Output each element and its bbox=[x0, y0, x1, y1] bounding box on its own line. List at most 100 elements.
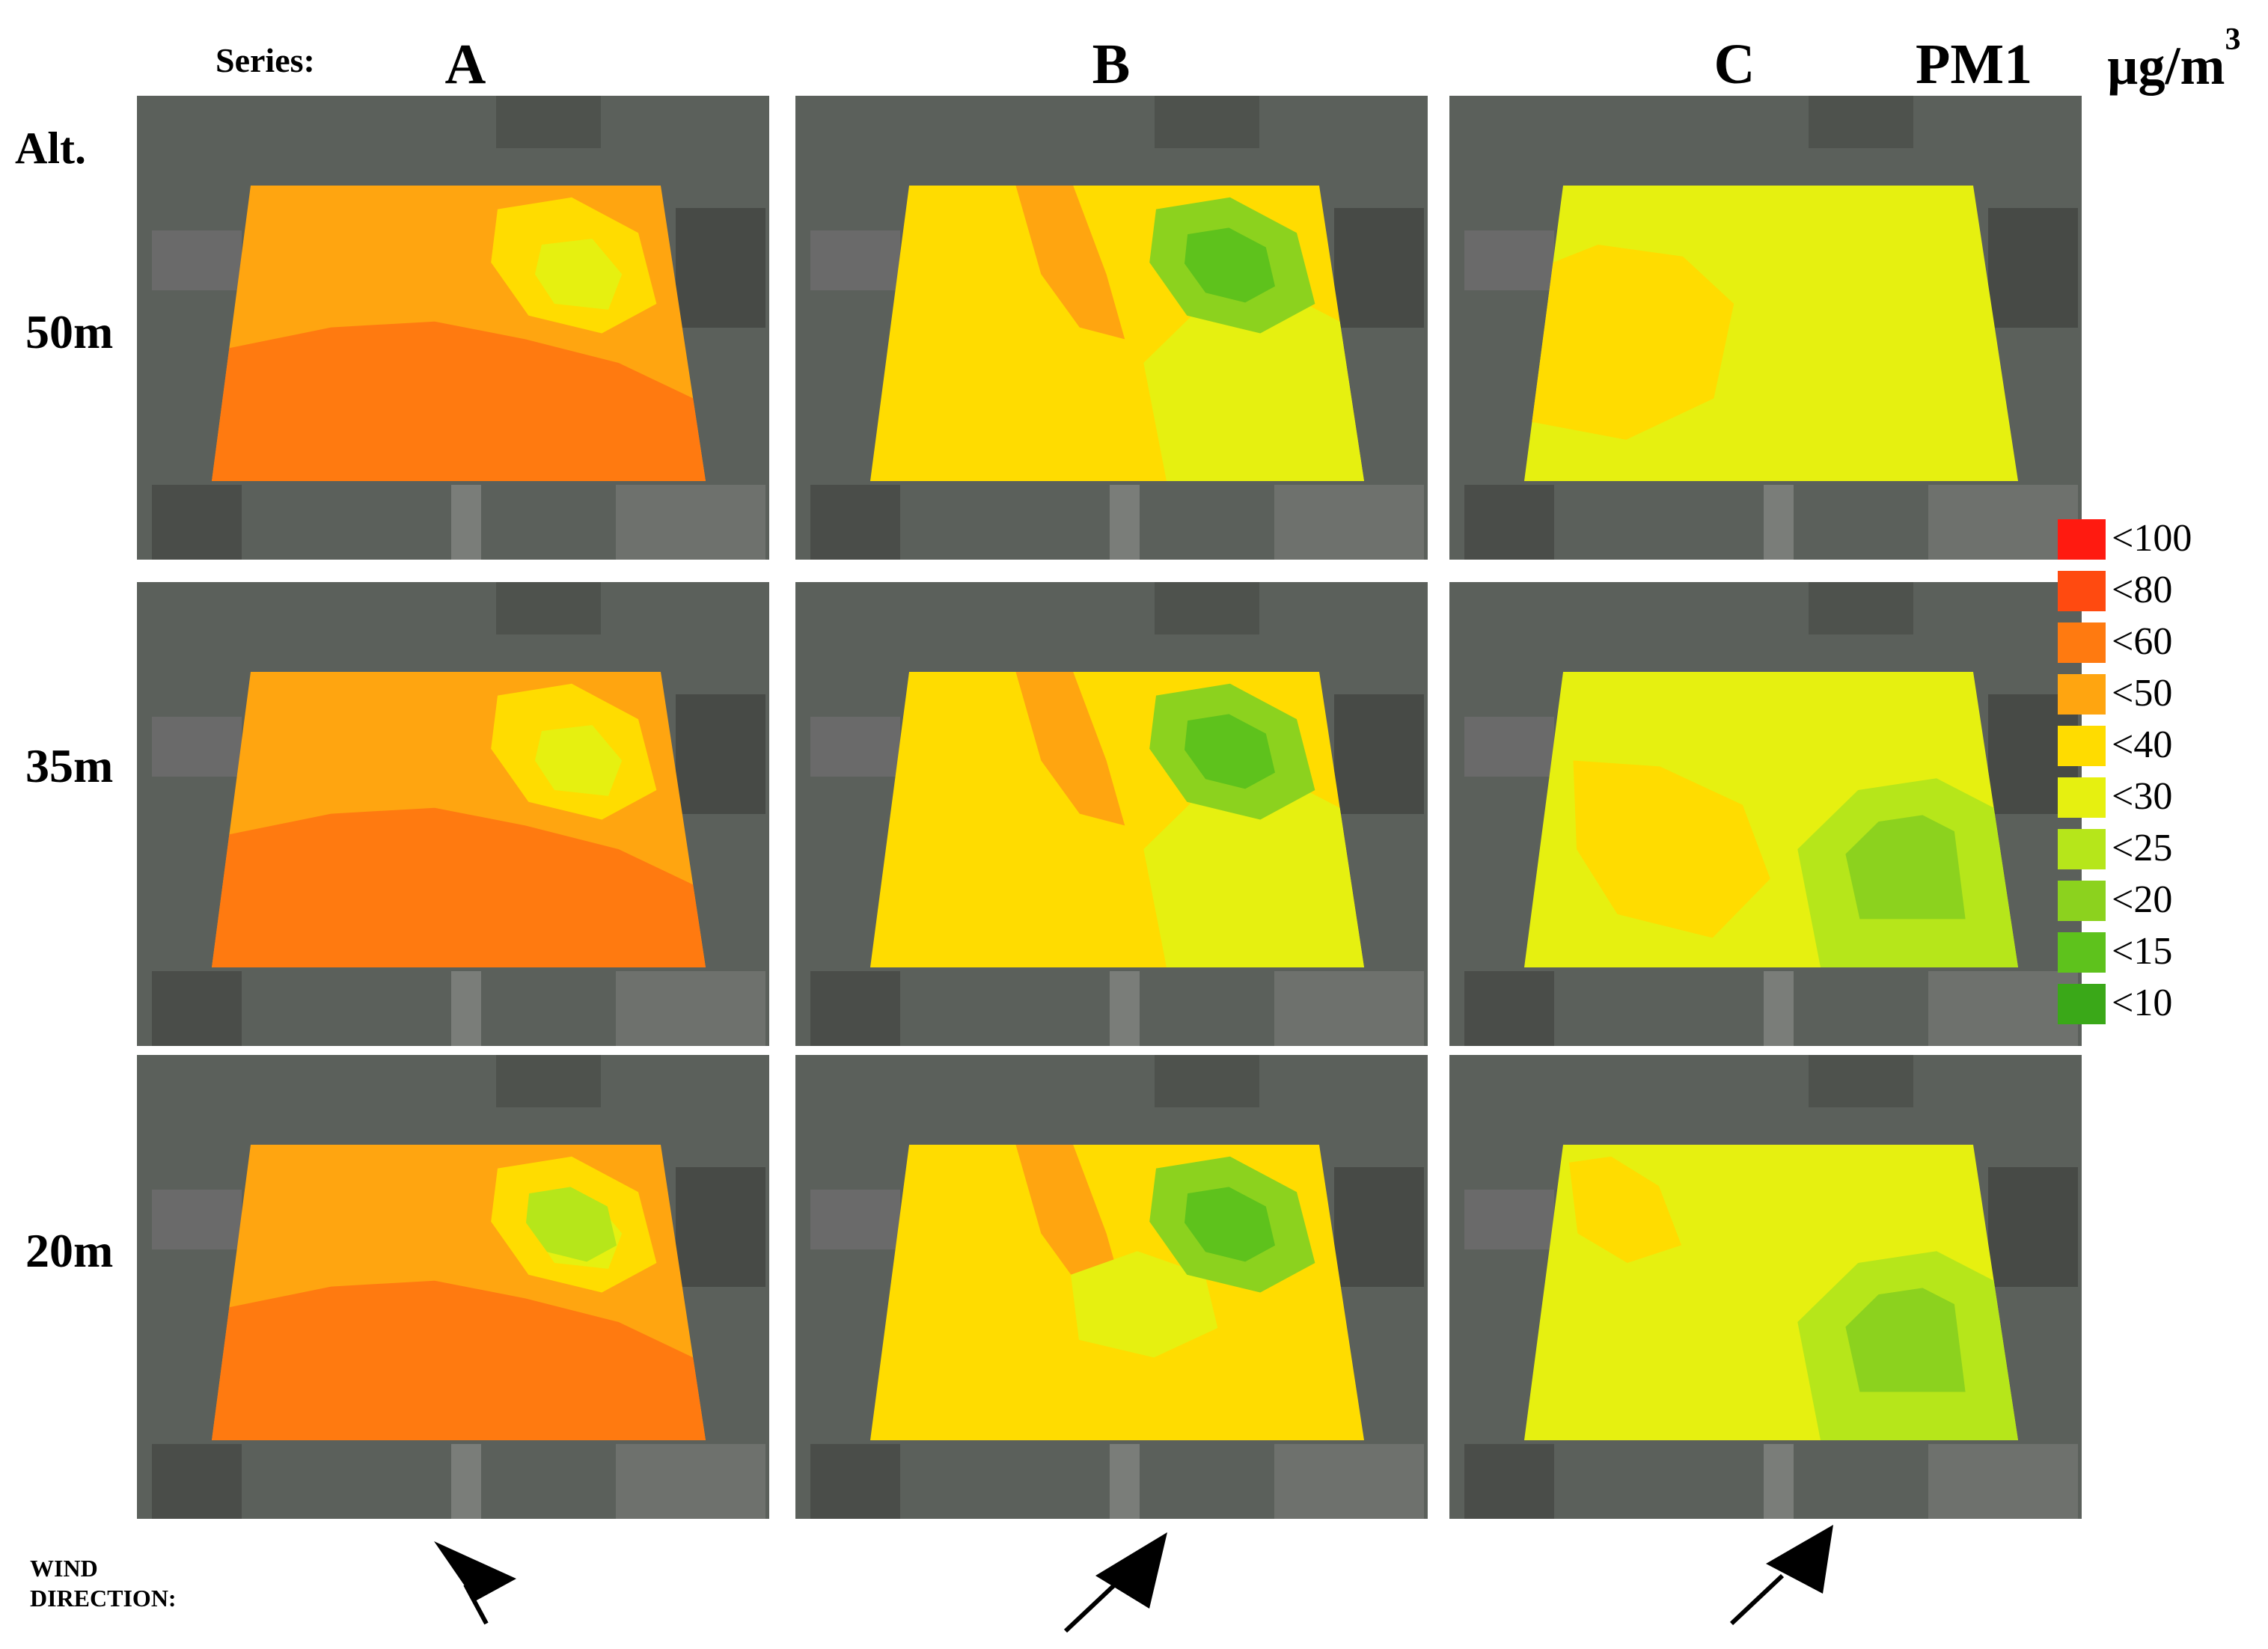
aerial-photo-detail bbox=[451, 971, 481, 1046]
aerial-photo-detail bbox=[152, 971, 242, 1046]
heatmap-svg bbox=[795, 1055, 1428, 1519]
heatmap-panel-a-20m bbox=[137, 1055, 769, 1519]
aerial-photo-detail bbox=[676, 1167, 765, 1287]
aerial-photo-detail bbox=[1764, 485, 1794, 560]
heatmap-panel-a-50m bbox=[137, 96, 769, 560]
aerial-photo-detail bbox=[1809, 582, 1913, 634]
aerial-photo-detail bbox=[152, 1444, 242, 1519]
legend-swatch bbox=[2058, 932, 2106, 973]
aerial-photo-detail bbox=[1110, 971, 1140, 1046]
heatmap-panel-c-35m bbox=[1449, 582, 2082, 1046]
row-label-35m: 35m bbox=[25, 739, 114, 792]
aerial-photo-detail bbox=[1274, 485, 1424, 560]
column-header-c: C bbox=[1714, 33, 1755, 96]
wind-label-line1: WIND bbox=[30, 1555, 98, 1582]
aerial-photo-detail bbox=[1928, 1444, 2078, 1519]
heatmap-svg bbox=[1449, 96, 2082, 560]
heatmap-svg bbox=[137, 96, 769, 560]
heatmap-zone bbox=[1532, 245, 1734, 440]
heatmap-zone bbox=[1185, 227, 1275, 303]
heatmap-panel-b-20m bbox=[795, 1055, 1428, 1519]
aerial-photo-detail bbox=[1464, 1444, 1554, 1519]
altitude-label: Alt. bbox=[15, 123, 86, 173]
aerial-photo-detail bbox=[616, 1444, 765, 1519]
heatmap-panel-c-50m bbox=[1449, 96, 2082, 560]
legend-swatch bbox=[2058, 881, 2106, 921]
wind-label-line2: DIRECTION: bbox=[30, 1585, 177, 1612]
aerial-photo-detail bbox=[810, 717, 900, 777]
heatmap-zone bbox=[1143, 778, 1364, 967]
heatmap-zone bbox=[534, 239, 623, 310]
legend-label: <30 bbox=[2112, 775, 2173, 818]
heatmap-zone bbox=[1143, 292, 1364, 481]
heatmap-zone bbox=[212, 807, 706, 967]
legend-label: <15 bbox=[2112, 930, 2173, 973]
legend-label: <25 bbox=[2112, 827, 2173, 869]
heatmap-zone bbox=[212, 321, 706, 481]
aerial-photo-detail bbox=[1464, 971, 1554, 1046]
aerial-photo-detail bbox=[616, 971, 765, 1046]
column-header-b: B bbox=[1092, 33, 1131, 96]
aerial-photo-detail bbox=[1928, 971, 2078, 1046]
aerial-photo-detail bbox=[1764, 1444, 1794, 1519]
heatmap-zone bbox=[212, 1280, 706, 1440]
aerial-photo-detail bbox=[1155, 1055, 1259, 1107]
aerial-photo-detail bbox=[810, 1444, 900, 1519]
aerial-photo-detail bbox=[1809, 1055, 1913, 1107]
aerial-photo-detail bbox=[1988, 1167, 2078, 1287]
legend-swatch bbox=[2058, 829, 2106, 869]
aerial-photo-detail bbox=[1464, 485, 1554, 560]
aerial-photo-detail bbox=[496, 1055, 601, 1107]
row-label-50m: 50m bbox=[25, 305, 114, 358]
aerial-photo-detail bbox=[1464, 717, 1554, 777]
row-label-20m: 20m bbox=[25, 1224, 114, 1277]
legend-label: <80 bbox=[2112, 569, 2173, 611]
aerial-photo-detail bbox=[1110, 485, 1140, 560]
heatmap-panel-b-35m bbox=[795, 582, 1428, 1046]
heatmap-zone bbox=[1185, 1187, 1275, 1262]
aerial-photo-detail bbox=[616, 485, 765, 560]
unit-superscript: 3 bbox=[2225, 22, 2241, 57]
wind-arrow-b-icon bbox=[1063, 1532, 1167, 1633]
aerial-photo-detail bbox=[1809, 96, 1913, 148]
legend-swatch bbox=[2058, 777, 2106, 818]
heatmap-zone bbox=[1569, 1156, 1682, 1263]
unit-label: µg/m3 bbox=[2107, 24, 2240, 93]
heatmap-svg bbox=[1449, 1055, 2082, 1519]
legend-swatch bbox=[2058, 571, 2106, 611]
heatmap-zone bbox=[1015, 672, 1125, 826]
heatmap-zone bbox=[1185, 714, 1275, 789]
aerial-photo-detail bbox=[1334, 1167, 1424, 1287]
heatmap-panel-a-35m bbox=[137, 582, 769, 1046]
aerial-photo-detail bbox=[810, 1190, 900, 1249]
aerial-photo-detail bbox=[1155, 96, 1259, 148]
aerial-photo-detail bbox=[810, 230, 900, 290]
aerial-photo-detail bbox=[152, 485, 242, 560]
legend-swatch bbox=[2058, 984, 2106, 1024]
aerial-photo-detail bbox=[1464, 1190, 1554, 1249]
legend-swatch bbox=[2058, 674, 2106, 715]
legend-label: <10 bbox=[2112, 982, 2173, 1024]
wind-arrow-c-icon bbox=[1729, 1525, 1833, 1626]
aerial-photo-detail bbox=[1110, 1444, 1140, 1519]
aerial-photo-detail bbox=[496, 96, 601, 148]
aerial-photo-detail bbox=[1464, 230, 1554, 290]
aerial-photo-detail bbox=[451, 485, 481, 560]
heatmap-zone bbox=[534, 725, 623, 796]
legend-label: <50 bbox=[2112, 672, 2173, 715]
legend-label: <60 bbox=[2112, 620, 2173, 663]
heatmap-panel-b-50m bbox=[795, 96, 1428, 560]
heatmap-zone bbox=[1071, 1251, 1218, 1358]
aerial-photo-detail bbox=[496, 582, 601, 634]
wind-direction-label: WIND DIRECTION: bbox=[30, 1553, 177, 1613]
heatmap-svg bbox=[137, 582, 769, 1046]
aerial-photo-detail bbox=[1274, 1444, 1424, 1519]
heatmap-svg bbox=[137, 1055, 769, 1519]
heatmap-svg bbox=[795, 582, 1428, 1046]
aerial-photo-detail bbox=[1928, 485, 2078, 560]
heatmap-zone bbox=[1573, 760, 1770, 938]
aerial-photo-detail bbox=[676, 694, 765, 814]
legend-swatch bbox=[2058, 726, 2106, 766]
aerial-photo-detail bbox=[676, 208, 765, 328]
heatmap-zone bbox=[1845, 815, 1966, 920]
